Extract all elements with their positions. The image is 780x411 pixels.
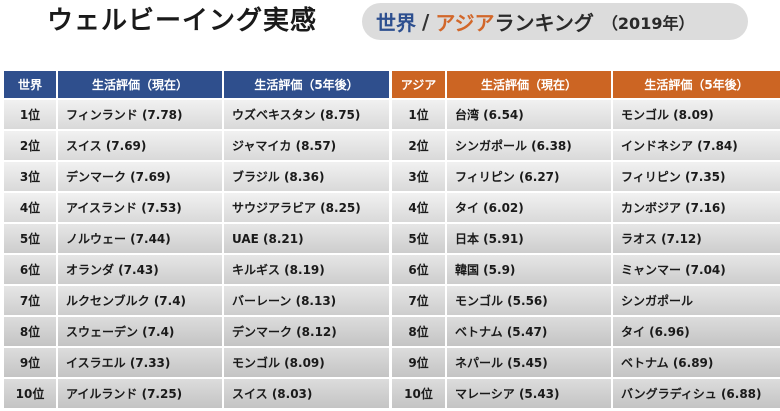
future-score-cell: バングラディシュ (6.88) — [613, 379, 780, 408]
current-score-cell: 韓国 (5.9) — [447, 255, 611, 284]
current-score-cell: スウェーデン (7.4) — [58, 317, 222, 346]
current-score-cell: フィリピン (6.27) — [447, 162, 611, 191]
subtitle-world: 世界 — [376, 11, 416, 35]
rank-cell: 1位 — [392, 100, 445, 129]
current-score-cell: ネパール (5.45) — [447, 348, 611, 377]
rank-cell: 6位 — [4, 255, 56, 284]
column-header-current: 生活評価（現在） — [58, 71, 222, 98]
future-score-cell: バーレーン (8.13) — [224, 286, 389, 315]
subtitle-year: （2019年） — [601, 13, 695, 33]
table-row: 10位 アイルランド (7.25) スイス (8.03) — [4, 379, 389, 408]
subtitle-asia: アジア — [435, 11, 495, 35]
future-score-cell: カンボジア (7.16) — [613, 193, 780, 222]
future-score-cell: デンマーク (8.12) — [224, 317, 389, 346]
table-row: 7位 ルクセンブルク (7.4) バーレーン (8.13) — [4, 286, 389, 315]
current-score-cell: ノルウェー (7.44) — [58, 224, 222, 253]
asia-ranking-table: アジア 生活評価（現在） 生活評価（5年後） 1位 台湾 (6.54) モンゴル (… — [390, 69, 780, 410]
rank-cell: 8位 — [392, 317, 445, 346]
rank-cell: 5位 — [392, 224, 445, 253]
current-score-cell: シンガポール (6.38) — [447, 131, 611, 160]
future-score-cell: ブラジル (8.36) — [224, 162, 389, 191]
rank-cell: 7位 — [4, 286, 56, 315]
rank-cell: 3位 — [4, 162, 56, 191]
current-score-cell: ルクセンブルク (7.4) — [58, 286, 222, 315]
current-score-cell: フィンランド (7.78) — [58, 100, 222, 129]
future-score-cell: ベトナム (6.89) — [613, 348, 780, 377]
rank-cell: 9位 — [392, 348, 445, 377]
table-row: 10位 マレーシア (5.43) バングラディシュ (6.88) — [392, 379, 780, 408]
current-score-cell: アイスランド (7.53) — [58, 193, 222, 222]
future-score-cell: ラオス (7.12) — [613, 224, 780, 253]
future-score-cell: ミャンマー (7.04) — [613, 255, 780, 284]
rank-cell: 4位 — [4, 193, 56, 222]
table-row: 2位 スイス (7.69) ジャマイカ (8.57) — [4, 131, 389, 160]
current-score-cell: イスラエル (7.33) — [58, 348, 222, 377]
subtitle-slash: / — [422, 9, 430, 34]
current-score-cell: オランダ (7.43) — [58, 255, 222, 284]
table-row: 8位 ベトナム (5.47) タイ (6.96) — [392, 317, 780, 346]
current-score-cell: デンマーク (7.69) — [58, 162, 222, 191]
column-header-rank: 世界 — [4, 71, 56, 98]
current-score-cell: 日本 (5.91) — [447, 224, 611, 253]
column-header-future: 生活評価（5年後） — [224, 71, 389, 98]
page-title: ウェルビーイング実感 — [47, 6, 318, 36]
subtitle-banner: 世界 / アジア ランキング （2019年） — [362, 3, 748, 40]
table-row: 5位 日本 (5.91) ラオス (7.12) — [392, 224, 780, 253]
table-row: 8位 スウェーデン (7.4) デンマーク (8.12) — [4, 317, 389, 346]
subtitle-ranking: ランキング — [494, 11, 594, 35]
table-row: 1位 フィンランド (7.78) ウズベキスタン (8.75) — [4, 100, 389, 129]
table-row: 2位 シンガポール (6.38) インドネシア (7.84) — [392, 131, 780, 160]
current-score-cell: タイ (6.02) — [447, 193, 611, 222]
future-score-cell: UAE (8.21) — [224, 224, 389, 253]
future-score-cell: モンゴル (8.09) — [613, 100, 780, 129]
table-header-row: アジア 生活評価（現在） 生活評価（5年後） — [392, 71, 780, 98]
future-score-cell: モンゴル (8.09) — [224, 348, 389, 377]
rank-cell: 7位 — [392, 286, 445, 315]
column-header-rank: アジア — [392, 71, 445, 98]
future-score-cell: シンガポール — [613, 286, 780, 315]
current-score-cell: モンゴル (5.56) — [447, 286, 611, 315]
future-score-cell: インドネシア (7.84) — [613, 131, 780, 160]
column-header-future: 生活評価（5年後） — [613, 71, 780, 98]
rank-cell: 9位 — [4, 348, 56, 377]
rank-cell: 2位 — [4, 131, 56, 160]
rank-cell: 10位 — [392, 379, 445, 408]
rank-cell: 5位 — [4, 224, 56, 253]
future-score-cell: キルギス (8.19) — [224, 255, 389, 284]
table-row: 6位 オランダ (7.43) キルギス (8.19) — [4, 255, 389, 284]
rank-cell: 3位 — [392, 162, 445, 191]
table-row: 3位 デンマーク (7.69) ブラジル (8.36) — [4, 162, 389, 191]
column-header-current: 生活評価（現在） — [447, 71, 611, 98]
future-score-cell: サウジアラビア (8.25) — [224, 193, 389, 222]
table-row: 9位 ネパール (5.45) ベトナム (6.89) — [392, 348, 780, 377]
current-score-cell: ベトナム (5.47) — [447, 317, 611, 346]
future-score-cell: ウズベキスタン (8.75) — [224, 100, 389, 129]
current-score-cell: マレーシア (5.43) — [447, 379, 611, 408]
rank-cell: 6位 — [392, 255, 445, 284]
future-score-cell: フィリピン (7.35) — [613, 162, 780, 191]
future-score-cell: ジャマイカ (8.57) — [224, 131, 389, 160]
table-row: 1位 台湾 (6.54) モンゴル (8.09) — [392, 100, 780, 129]
table-header-row: 世界 生活評価（現在） 生活評価（5年後） — [4, 71, 389, 98]
table-row: 4位 アイスランド (7.53) サウジアラビア (8.25) — [4, 193, 389, 222]
table-row: 3位 フィリピン (6.27) フィリピン (7.35) — [392, 162, 780, 191]
future-score-cell: タイ (6.96) — [613, 317, 780, 346]
table-row: 4位 タイ (6.02) カンボジア (7.16) — [392, 193, 780, 222]
table-row: 5位 ノルウェー (7.44) UAE (8.21) — [4, 224, 389, 253]
table-row: 9位 イスラエル (7.33) モンゴル (8.09) — [4, 348, 389, 377]
rank-cell: 8位 — [4, 317, 56, 346]
current-score-cell: スイス (7.69) — [58, 131, 222, 160]
rank-cell: 2位 — [392, 131, 445, 160]
rank-cell: 1位 — [4, 100, 56, 129]
current-score-cell: 台湾 (6.54) — [447, 100, 611, 129]
future-score-cell: スイス (8.03) — [224, 379, 389, 408]
table-row: 6位 韓国 (5.9) ミャンマー (7.04) — [392, 255, 780, 284]
world-ranking-table: 世界 生活評価（現在） 生活評価（5年後） 1位 フィンランド (7.78) ウズベ… — [2, 69, 391, 410]
rank-cell: 4位 — [392, 193, 445, 222]
table-row: 7位 モンゴル (5.56) シンガポール — [392, 286, 780, 315]
current-score-cell: アイルランド (7.25) — [58, 379, 222, 408]
rank-cell: 10位 — [4, 379, 56, 408]
